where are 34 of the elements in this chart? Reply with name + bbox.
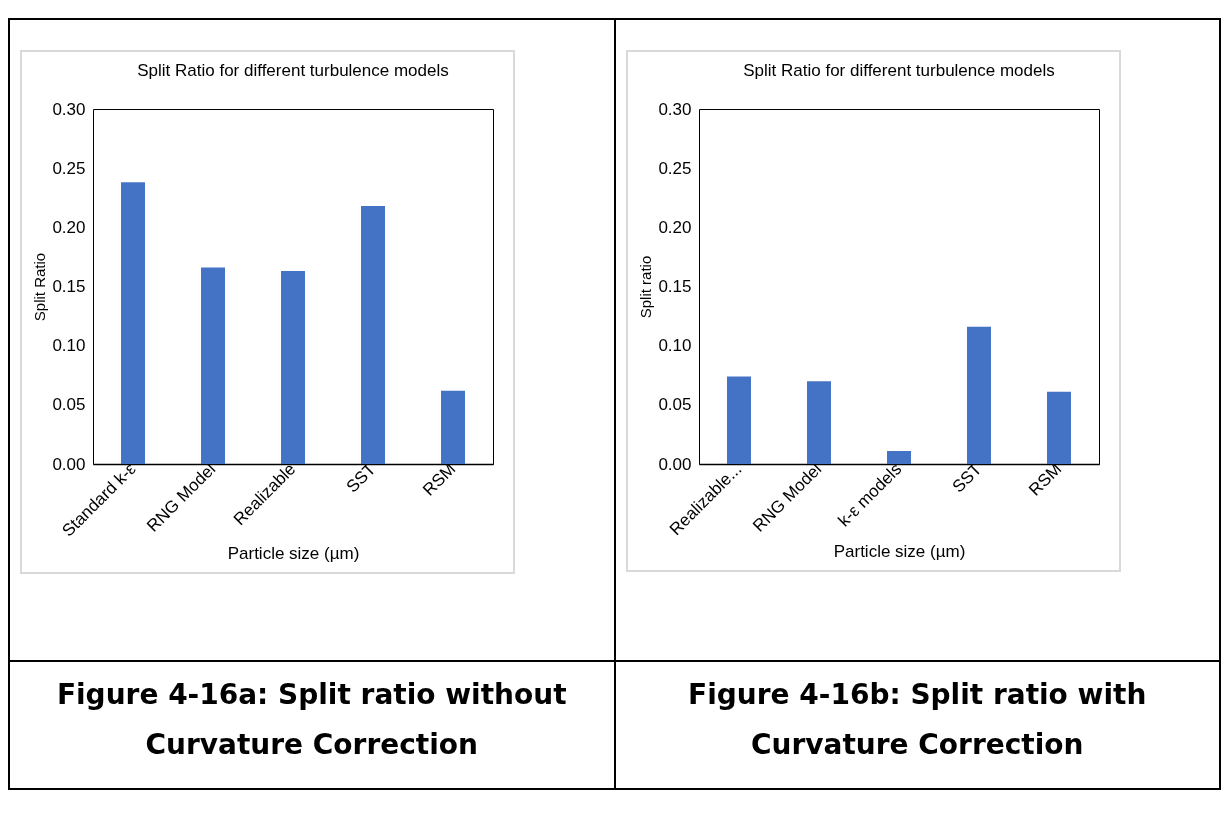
chart-title: Split Ratio for different turbulence models (137, 61, 449, 80)
y-tick-label: 0.30 (657, 99, 691, 119)
y-tick-label: 0.15 (52, 277, 86, 296)
y-tick-label: 0.30 (52, 99, 86, 119)
y-tick-label: 0.00 (52, 454, 86, 474)
y-tick-label: 0.05 (657, 395, 691, 415)
chart-title: Split Ratio for different turbulence models (742, 61, 1055, 80)
bar (281, 271, 305, 464)
y-tick-label: 0.10 (52, 336, 86, 356)
x-tick-label: SST (948, 459, 985, 497)
bar (726, 376, 751, 464)
bar (201, 267, 225, 464)
y-tick-label: 0.05 (52, 395, 86, 415)
y-tick-label: 0.10 (657, 336, 691, 356)
x-tick-label: SST (342, 459, 380, 497)
y-tick-label: 0.15 (657, 277, 691, 296)
bar (121, 182, 145, 464)
y-tick-label: 0.20 (657, 217, 691, 237)
y-axis-title: Split ratio (636, 255, 654, 319)
y-tick-label: 0.25 (657, 158, 691, 178)
bar (966, 326, 991, 464)
caption: Figure 4-16a: Split ratio without Curvature Correction (9, 661, 615, 789)
bar (361, 206, 385, 464)
x-axis-title: Particle size (µm) (227, 543, 360, 563)
bar (1046, 391, 1071, 464)
x-axis-title: Particle size (µm) (833, 542, 965, 562)
y-tick-label: 0.20 (52, 217, 86, 237)
caption: Figure 4-16b: Split ratio with Curvature Correction (614, 661, 1220, 789)
bar (886, 450, 911, 464)
bar (441, 390, 465, 464)
bar (806, 381, 831, 464)
y-tick-label: 0.25 (52, 158, 86, 178)
y-tick-label: 0.00 (657, 454, 691, 474)
y-axis-title: Split Ratio (31, 252, 49, 322)
